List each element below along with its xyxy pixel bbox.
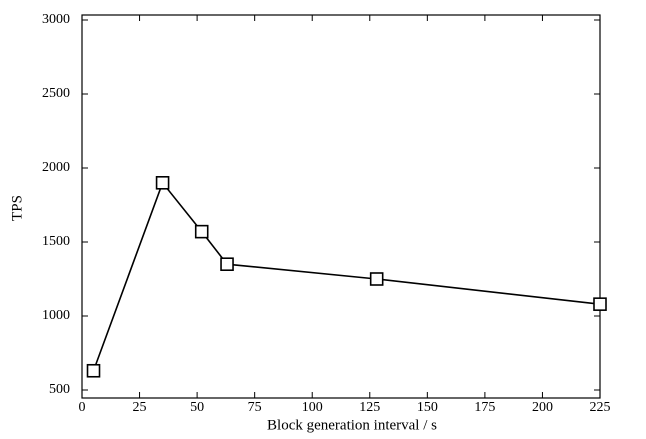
marker: [593, 297, 607, 311]
x-tick-label: 125: [359, 400, 380, 415]
y-tick-label: 3000: [42, 12, 70, 27]
y-tick-label: 2000: [42, 160, 70, 175]
marker: [194, 224, 209, 239]
plot-frame: [81, 14, 601, 399]
marker: [220, 257, 234, 272]
x-tick-label: 175: [474, 400, 495, 415]
x-tick-label: 75: [248, 400, 262, 415]
x-tick-label: 200: [532, 400, 553, 415]
x-tick-label: 0: [79, 400, 86, 415]
series-line: [92, 181, 601, 372]
x-axis-title: Block generation interval / s: [267, 417, 437, 433]
marker: [369, 272, 384, 286]
marker: [86, 363, 101, 378]
x-tick-label: 150: [417, 400, 438, 415]
y-axis-title: TPS: [9, 195, 25, 221]
marker: [155, 176, 170, 190]
y-tick-label: 1500: [42, 234, 70, 249]
x-tick-label: 100: [302, 400, 323, 415]
x-tick-label: 25: [133, 400, 147, 415]
y-tick-label: 1000: [42, 308, 70, 323]
x-tick-label: 50: [190, 400, 204, 415]
x-tick-label: 225: [590, 400, 611, 415]
y-tick-label: 500: [49, 382, 70, 397]
y-tick-label: 2500: [42, 86, 70, 101]
